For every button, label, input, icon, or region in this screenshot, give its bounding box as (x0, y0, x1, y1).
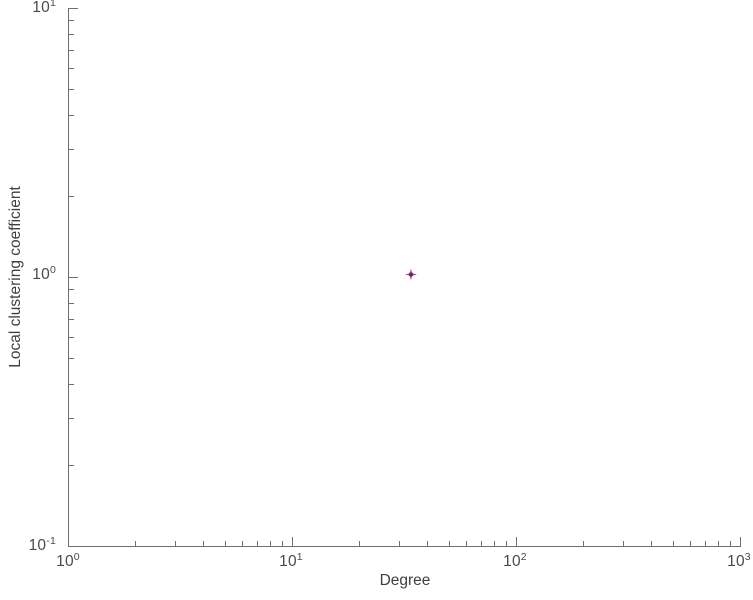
x-tick-label-10e0: 100 (56, 550, 80, 570)
y-tick (69, 303, 74, 305)
y-tick (69, 196, 74, 197)
x-tick (68, 537, 69, 546)
x-tick (281, 541, 283, 546)
x-tick (583, 541, 585, 546)
y-tick (69, 89, 74, 90)
y-tick (69, 148, 74, 150)
x-tick (359, 541, 361, 546)
y-tick (69, 384, 74, 385)
x-tick (672, 541, 674, 546)
y-axis-title: Local clustering coefficient (7, 186, 24, 368)
x-tick (494, 541, 496, 546)
y-tick (69, 546, 78, 547)
y-tick (69, 318, 74, 320)
x-tick (705, 541, 707, 546)
data-point-marker (405, 268, 418, 286)
x-tick (729, 541, 731, 546)
y-tick (69, 277, 78, 278)
y-tick-exponent-10e-1: -1 (46, 534, 56, 547)
x-tick (481, 541, 483, 546)
y-tick (69, 336, 74, 338)
x-tick (292, 537, 293, 546)
x-tick-exponent-10e1: 1 (296, 550, 303, 563)
y-tick (69, 417, 74, 419)
x-tick (466, 541, 468, 546)
x-tick (202, 541, 204, 546)
x-tick (448, 541, 450, 546)
x-tick-label-10e3: 103 (727, 550, 751, 570)
x-tick (690, 541, 692, 546)
x-tick (718, 541, 720, 546)
x-tick-label-10e2: 102 (503, 550, 527, 570)
x-tick (650, 541, 652, 546)
y-tick (69, 34, 74, 36)
y-tick (69, 289, 74, 291)
y-tick (69, 115, 74, 116)
x-tick (740, 537, 741, 546)
y-tick-exponent-10e0: 0 (49, 263, 56, 276)
x-tick (622, 541, 624, 546)
y-tick (69, 67, 74, 69)
y-axis-line (68, 8, 69, 547)
x-tick-exponent-10e3: 3 (744, 550, 751, 563)
y-tick (69, 20, 74, 22)
y-tick (69, 465, 74, 466)
y-tick (69, 358, 74, 359)
y-tick (69, 8, 78, 9)
x-tick-label-10e1: 101 (279, 550, 303, 570)
x-axis-title: Degree (379, 572, 431, 589)
x-tick (398, 541, 400, 546)
x-axis-line (68, 546, 741, 547)
x-tick (135, 541, 137, 546)
y-tick-label-10e0: 100 (32, 263, 56, 283)
y-tick-label-10e-1: 10-1 (28, 534, 56, 554)
x-tick (270, 541, 272, 546)
x-tick-exponent-10e2: 2 (520, 550, 527, 563)
x-tick (174, 541, 176, 546)
y-tick (69, 49, 74, 51)
x-tick (242, 541, 244, 546)
x-tick (257, 541, 259, 546)
x-tick (426, 541, 428, 546)
x-tick (505, 541, 507, 546)
x-tick-exponent-10e0: 0 (73, 550, 80, 563)
y-tick-label-10e1: 101 (32, 0, 56, 17)
x-tick (516, 537, 517, 546)
x-tick (224, 541, 226, 546)
y-tick-exponent-10e1: 1 (49, 0, 56, 9)
